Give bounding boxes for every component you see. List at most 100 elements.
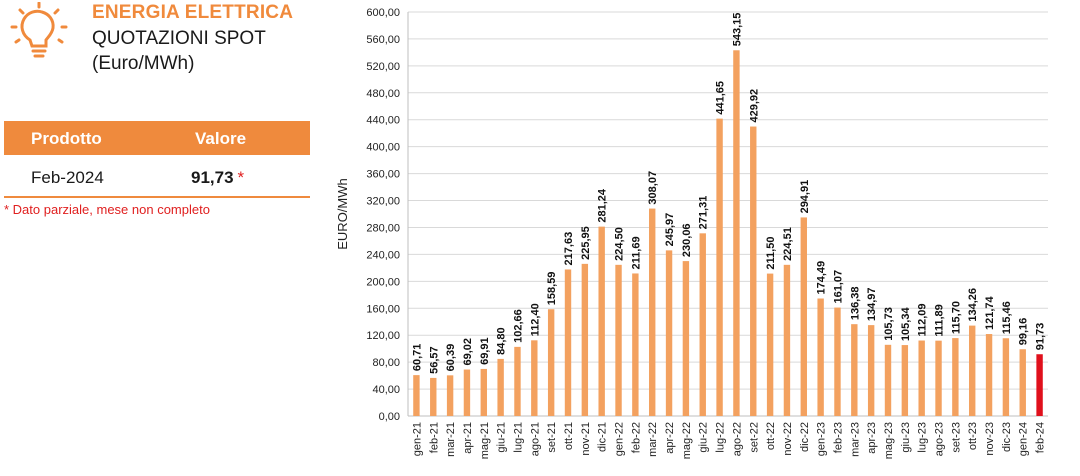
x-tick-label: ott-22 <box>765 422 777 450</box>
x-tick-label: ago-23 <box>934 422 946 456</box>
data-label: 294,91 <box>799 180 811 214</box>
bar <box>413 375 420 416</box>
data-label: 69,02 <box>462 338 474 366</box>
bar <box>463 369 471 416</box>
lightbulb-icon <box>10 2 68 58</box>
y-tick-label: 440,00 <box>366 115 400 127</box>
bar <box>531 340 538 416</box>
y-tick-label: 0,00 <box>379 411 400 423</box>
cell-product: Feb-2024 <box>31 168 104 187</box>
data-label: 112,09 <box>917 303 929 336</box>
y-axis-label: EURO/MWh <box>335 178 350 250</box>
page-subtitle: QUOTAZIONI SPOT <box>92 28 266 49</box>
bar <box>935 340 942 416</box>
data-label: 271,31 <box>698 196 710 230</box>
x-tick-label: mag-23 <box>883 422 895 459</box>
data-label: 102,66 <box>512 309 524 343</box>
x-tick-label: set-23 <box>950 422 962 453</box>
footnote: * Dato parziale, mese non completo <box>4 202 210 217</box>
x-tick-label: mar-23 <box>849 422 861 457</box>
data-label: 224,50 <box>614 227 626 261</box>
bar <box>581 263 589 416</box>
bar <box>564 269 572 416</box>
bar <box>665 250 673 416</box>
bar <box>901 345 909 416</box>
x-tick-label: giu-23 <box>900 422 912 453</box>
bar <box>632 273 639 416</box>
y-tick-label: 520,00 <box>366 61 400 73</box>
bar-chart: 0,00 40,00 80,00 120,00 160,00 200,00 240,00 28… <box>320 0 1080 476</box>
bar <box>699 233 706 416</box>
x-tick-label: ott-23 <box>967 422 979 450</box>
data-label: 99,16 <box>1018 318 1030 346</box>
chart-svg: 0,00 40,00 80,00 120,00 160,00 200,00 240,00 28… <box>335 7 1048 459</box>
page-title: ENERGIA ELETTRICA <box>92 2 294 23</box>
bar <box>480 368 487 416</box>
data-label: 111,89 <box>934 304 946 336</box>
y-tick-label: 200,00 <box>366 276 400 288</box>
bar <box>733 50 740 417</box>
data-label: 211,69 <box>630 236 642 269</box>
bar <box>430 377 437 416</box>
y-tick-label: 400,00 <box>366 142 400 154</box>
data-label: 429,92 <box>748 89 760 123</box>
x-tick-label: apr-22 <box>664 422 676 454</box>
x-tick-label: ago-22 <box>731 422 743 456</box>
bar <box>851 324 858 416</box>
data-label: 115,46 <box>1001 301 1013 334</box>
y-tick-label: 40,00 <box>372 384 400 396</box>
data-label: 543,15 <box>731 13 743 47</box>
bar <box>1002 338 1010 416</box>
bar <box>598 226 605 416</box>
x-tick-label: set-21 <box>546 422 558 453</box>
data-label: 134,97 <box>866 287 878 321</box>
y-tick-label: 280,00 <box>366 222 400 234</box>
x-tick-label: giu-22 <box>698 422 710 453</box>
table-header: Prodotto Valore <box>4 121 310 155</box>
x-tick-label: set-22 <box>748 422 760 453</box>
bar <box>497 358 504 416</box>
x-tick-label: lug-23 <box>917 422 929 453</box>
y-tick-label: 80,00 <box>372 357 400 369</box>
data-label: 136,38 <box>849 287 861 321</box>
data-label: 56,57 <box>428 346 440 374</box>
y-tick-label: 560,00 <box>366 34 400 46</box>
bar <box>817 298 824 416</box>
bar <box>615 264 622 416</box>
data-label: 91,73 <box>1035 323 1047 351</box>
data-label: 211,50 <box>765 237 777 270</box>
bar <box>750 126 757 416</box>
left-panel: ENERGIA ELETTRICA QUOTAZIONI SPOT (Euro/… <box>0 0 320 476</box>
x-tick-label: gen-22 <box>614 422 626 456</box>
bar <box>884 344 892 416</box>
x-tick-label: nov-23 <box>984 422 996 456</box>
y-tick-label: 600,00 <box>366 7 400 19</box>
x-tick-label: nov-22 <box>782 422 794 456</box>
data-label: 112,40 <box>529 303 541 336</box>
x-tick-label: mar-22 <box>647 422 659 457</box>
x-tick-label: lug-21 <box>512 422 524 453</box>
data-label: 217,63 <box>563 232 575 266</box>
y-tick-label: 120,00 <box>366 330 400 342</box>
data-label: 281,24 <box>597 188 609 223</box>
x-tick-label: feb-22 <box>630 422 642 453</box>
x-tick-label: feb-24 <box>1035 422 1047 453</box>
x-tick-label: mar-21 <box>445 422 457 457</box>
bar <box>985 334 993 416</box>
bar <box>867 325 875 416</box>
column-header-value: Valore <box>195 129 247 148</box>
y-tick-label: 360,00 <box>366 169 400 181</box>
data-label: 105,73 <box>883 307 895 341</box>
x-tick-label: apr-21 <box>462 422 474 454</box>
data-label: 84,80 <box>496 327 508 355</box>
bar <box>918 340 925 416</box>
bar <box>1019 349 1026 416</box>
x-tick-label: mag-22 <box>681 422 693 459</box>
unit-label: (Euro/MWh) <box>92 53 195 74</box>
x-tick-label: dic-22 <box>799 422 811 452</box>
bar <box>783 264 791 416</box>
data-label: 225,95 <box>580 226 592 260</box>
cell-value: 91,73 * <box>191 168 244 188</box>
bar <box>446 375 454 416</box>
data-label: 174,49 <box>816 261 828 295</box>
